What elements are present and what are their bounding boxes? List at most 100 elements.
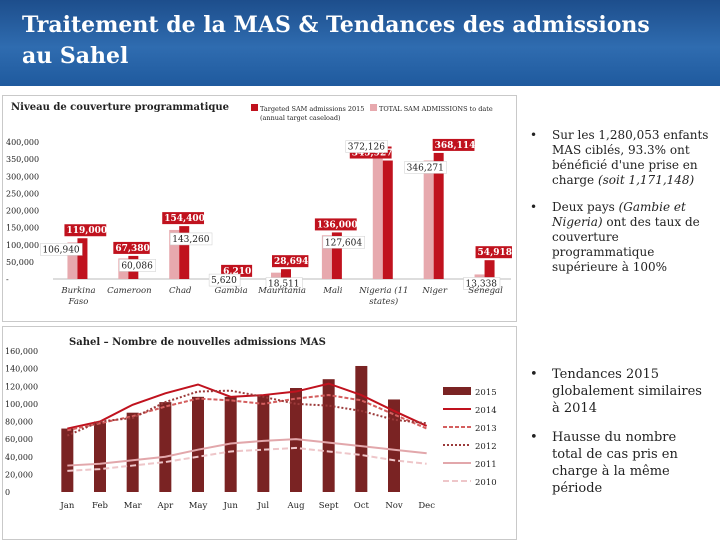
category-label: Senegal xyxy=(468,286,503,296)
target-data-label: 345,927 xyxy=(352,149,393,159)
bar-target-admissions xyxy=(382,160,393,279)
bar-2015 xyxy=(94,421,106,492)
coverage-chart-title: Niveau de couverture programmatique xyxy=(11,102,229,113)
y-tick-label: 200,000 xyxy=(6,207,39,216)
total-data-label: 143,260 xyxy=(172,235,209,245)
month-label: Nov xyxy=(385,501,403,511)
total-label-box xyxy=(265,277,303,290)
category-label-line-2: states) xyxy=(369,296,398,307)
category-label-line-1: Burkina xyxy=(60,286,95,296)
y-tick-label: 60,000 xyxy=(5,435,33,444)
line-2010 xyxy=(67,446,427,472)
legend-target-swatch xyxy=(251,104,258,111)
total-data-label: 127,604 xyxy=(325,238,362,248)
total-data-label: 346,271 xyxy=(407,163,444,173)
coverage-notes: • Sur les 1,280,053 enfants MAS ciblés, 9… xyxy=(530,128,710,287)
bar-target-admissions xyxy=(179,226,190,279)
target-data-label: 136,000 xyxy=(317,220,358,230)
bar-target-admissions xyxy=(281,269,291,279)
target-data-label: 119,000 xyxy=(66,226,107,236)
month-label: Feb xyxy=(92,501,108,511)
category-label: Niger xyxy=(421,286,448,296)
month-label: Jan xyxy=(59,501,74,511)
total-data-label: 372,126 xyxy=(348,143,385,153)
y-tick-label: 400,000 xyxy=(6,138,39,147)
y-tick-label: 150,000 xyxy=(6,224,39,233)
coverage-chart-panel: Niveau de couverture programmatique Targe… xyxy=(2,95,517,322)
total-label-box xyxy=(322,236,365,249)
total-data-label: 18,511 xyxy=(268,280,300,290)
trend-note-2-text: Hausse du nombre total de cas pris en ch… xyxy=(552,430,678,496)
trend-note-1: • Tendances 2015 globalement similaires à… xyxy=(530,366,710,417)
slide-title: Traitement de la MAS & Tendances des adm… xyxy=(22,10,702,72)
legend-total-swatch xyxy=(370,104,377,111)
bar-total-admissions xyxy=(67,242,78,279)
bar-2015 xyxy=(257,395,270,492)
bar-2015 xyxy=(355,365,368,492)
month-label: Jun xyxy=(222,501,238,511)
target-label-box xyxy=(314,218,357,231)
total-label-box xyxy=(404,161,447,174)
coverage-chart: Niveau de couverture programmatique Targe… xyxy=(6,102,512,307)
y-tick-label: 250,000 xyxy=(6,189,39,198)
admissions-chart-title: Sahel – Nombre de nouvelles admissions M… xyxy=(69,337,326,348)
month-label: Mar xyxy=(124,501,143,511)
target-label-box xyxy=(162,212,205,225)
title-banner: Traitement de la MAS & Tendances des adm… xyxy=(0,0,720,86)
legend-label-2015: 2015 xyxy=(475,388,497,398)
y-tick-label: - xyxy=(6,275,9,284)
line-2012 xyxy=(66,389,427,437)
bullet-icon: • xyxy=(530,367,538,382)
admissions-chart: Sahel – Nombre de nouvelles admissions M… xyxy=(5,337,497,511)
month-label: Apr xyxy=(157,501,175,511)
bullet-icon: • xyxy=(530,200,538,214)
line-2011 xyxy=(67,438,427,467)
title-line-1: Traitement de la MAS & Tendances des adm… xyxy=(22,12,650,38)
legend-label-2010: 2010 xyxy=(475,478,497,488)
y-tick-label: 40,000 xyxy=(5,453,33,462)
category-label: Gambia xyxy=(215,286,248,296)
target-data-label: 54,918 xyxy=(478,248,512,258)
bar-2015 xyxy=(126,412,139,492)
target-data-label: 67,380 xyxy=(115,244,149,254)
y-tick-label: 0 xyxy=(5,488,10,497)
legend-label-2014: 2014 xyxy=(475,406,497,416)
y-tick-label: 140,000 xyxy=(5,365,38,374)
y-tick-label: 350,000 xyxy=(6,155,39,164)
bar-2015 xyxy=(61,428,74,492)
bar-total-admissions xyxy=(372,151,383,279)
bar-2015 xyxy=(322,379,335,492)
y-tick-label: 20,000 xyxy=(5,470,33,479)
total-label-box xyxy=(208,273,241,287)
bar-target-admissions xyxy=(77,238,88,279)
category-label-line-2: Faso xyxy=(68,297,89,307)
coverage-note-1: • Sur les 1,280,053 enfants MAS ciblés, 9… xyxy=(530,128,710,188)
bar-total-admissions xyxy=(169,229,180,279)
bar-total-admissions xyxy=(423,160,434,279)
y-tick-label: 80,000 xyxy=(5,418,33,427)
bar-total-admissions xyxy=(321,235,332,279)
y-tick-label: 300,000 xyxy=(6,172,39,181)
y-tick-label: 100,000 xyxy=(6,241,39,250)
bar-total-admissions xyxy=(271,272,281,279)
month-label: Sept xyxy=(319,501,339,511)
y-tick-label: 120,000 xyxy=(5,382,38,391)
target-data-label: 28,694 xyxy=(274,257,308,267)
note-1-emphasis: (soit 1,171,148) xyxy=(597,173,695,187)
legend-target-label: Targeted SAM admissions 2015 (annual targ… xyxy=(260,105,364,122)
bar-total-admissions xyxy=(474,274,485,279)
trend-note-1-text: Tendances 2015 globalement similaires à … xyxy=(552,367,702,416)
note-2-text-a: Deux pays xyxy=(552,200,619,214)
legend-total-label: TOTAL SAM ADMISSIONS to date xyxy=(379,105,493,113)
title-line-2: au Sahel xyxy=(22,43,129,69)
category-label-line-1: Nigeria (11 xyxy=(358,285,408,296)
target-label-box xyxy=(475,246,512,259)
legend-label-2011: 2011 xyxy=(475,460,497,470)
category-label: Chad xyxy=(169,286,192,296)
month-label: Dec xyxy=(418,501,435,511)
month-label: May xyxy=(189,501,208,511)
bullet-icon: • xyxy=(530,128,538,142)
total-label-box xyxy=(40,243,83,256)
target-label-box xyxy=(432,138,475,151)
bar-target-admissions xyxy=(331,232,342,279)
